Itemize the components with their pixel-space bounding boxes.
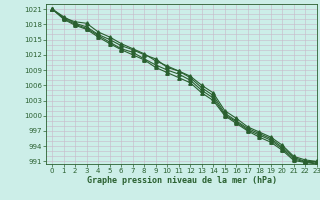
X-axis label: Graphe pression niveau de la mer (hPa): Graphe pression niveau de la mer (hPa) — [87, 176, 276, 185]
